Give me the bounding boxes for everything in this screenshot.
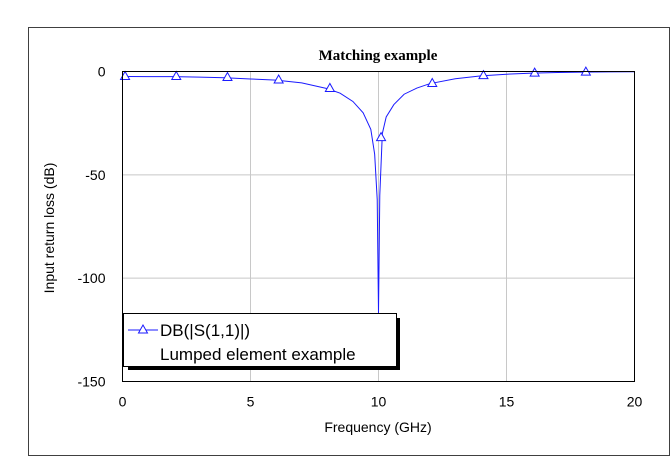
legend-series-name: DB(|S(1,1)|) [160,321,250,340]
series-marker [273,73,285,84]
y-tick-label: 0 [98,64,106,80]
series-marker [478,69,489,80]
series-marker [324,82,336,92]
x-tick-label: 10 [371,394,387,410]
x-tick-label: 5 [247,394,255,410]
x-tick-label: 20 [627,394,643,410]
legend-series-subtitle: Lumped element example [160,345,356,364]
y-tick-label: -50 [85,167,105,183]
series-marker [222,71,233,81]
chart-title: Matching example [319,48,438,64]
y-axis-label: Input return loss (dB) [41,163,57,294]
y-tick-label: -100 [77,270,105,286]
series-marker [170,70,182,80]
legend: DB(|S(1,1)|) Lumped element example [123,313,400,370]
plot-area [122,71,635,382]
series-marker [375,131,387,142]
legend-triangle-marker [137,323,149,334]
series-marker [529,67,541,77]
y-axis-ticks: 0 -50 -100 -150 [77,64,105,390]
series-marker [119,70,131,80]
series-marker [426,77,438,87]
x-tick-label: 0 [119,394,127,410]
series-group [119,66,635,314]
x-axis-label: Frequency (GHz) [324,419,431,435]
x-tick-label: 15 [499,394,515,410]
legend-box [123,313,397,367]
x-axis-ticks: 0 5 10 15 20 [119,394,643,410]
figure-border [28,27,670,456]
y-tick-label: -150 [77,374,105,390]
